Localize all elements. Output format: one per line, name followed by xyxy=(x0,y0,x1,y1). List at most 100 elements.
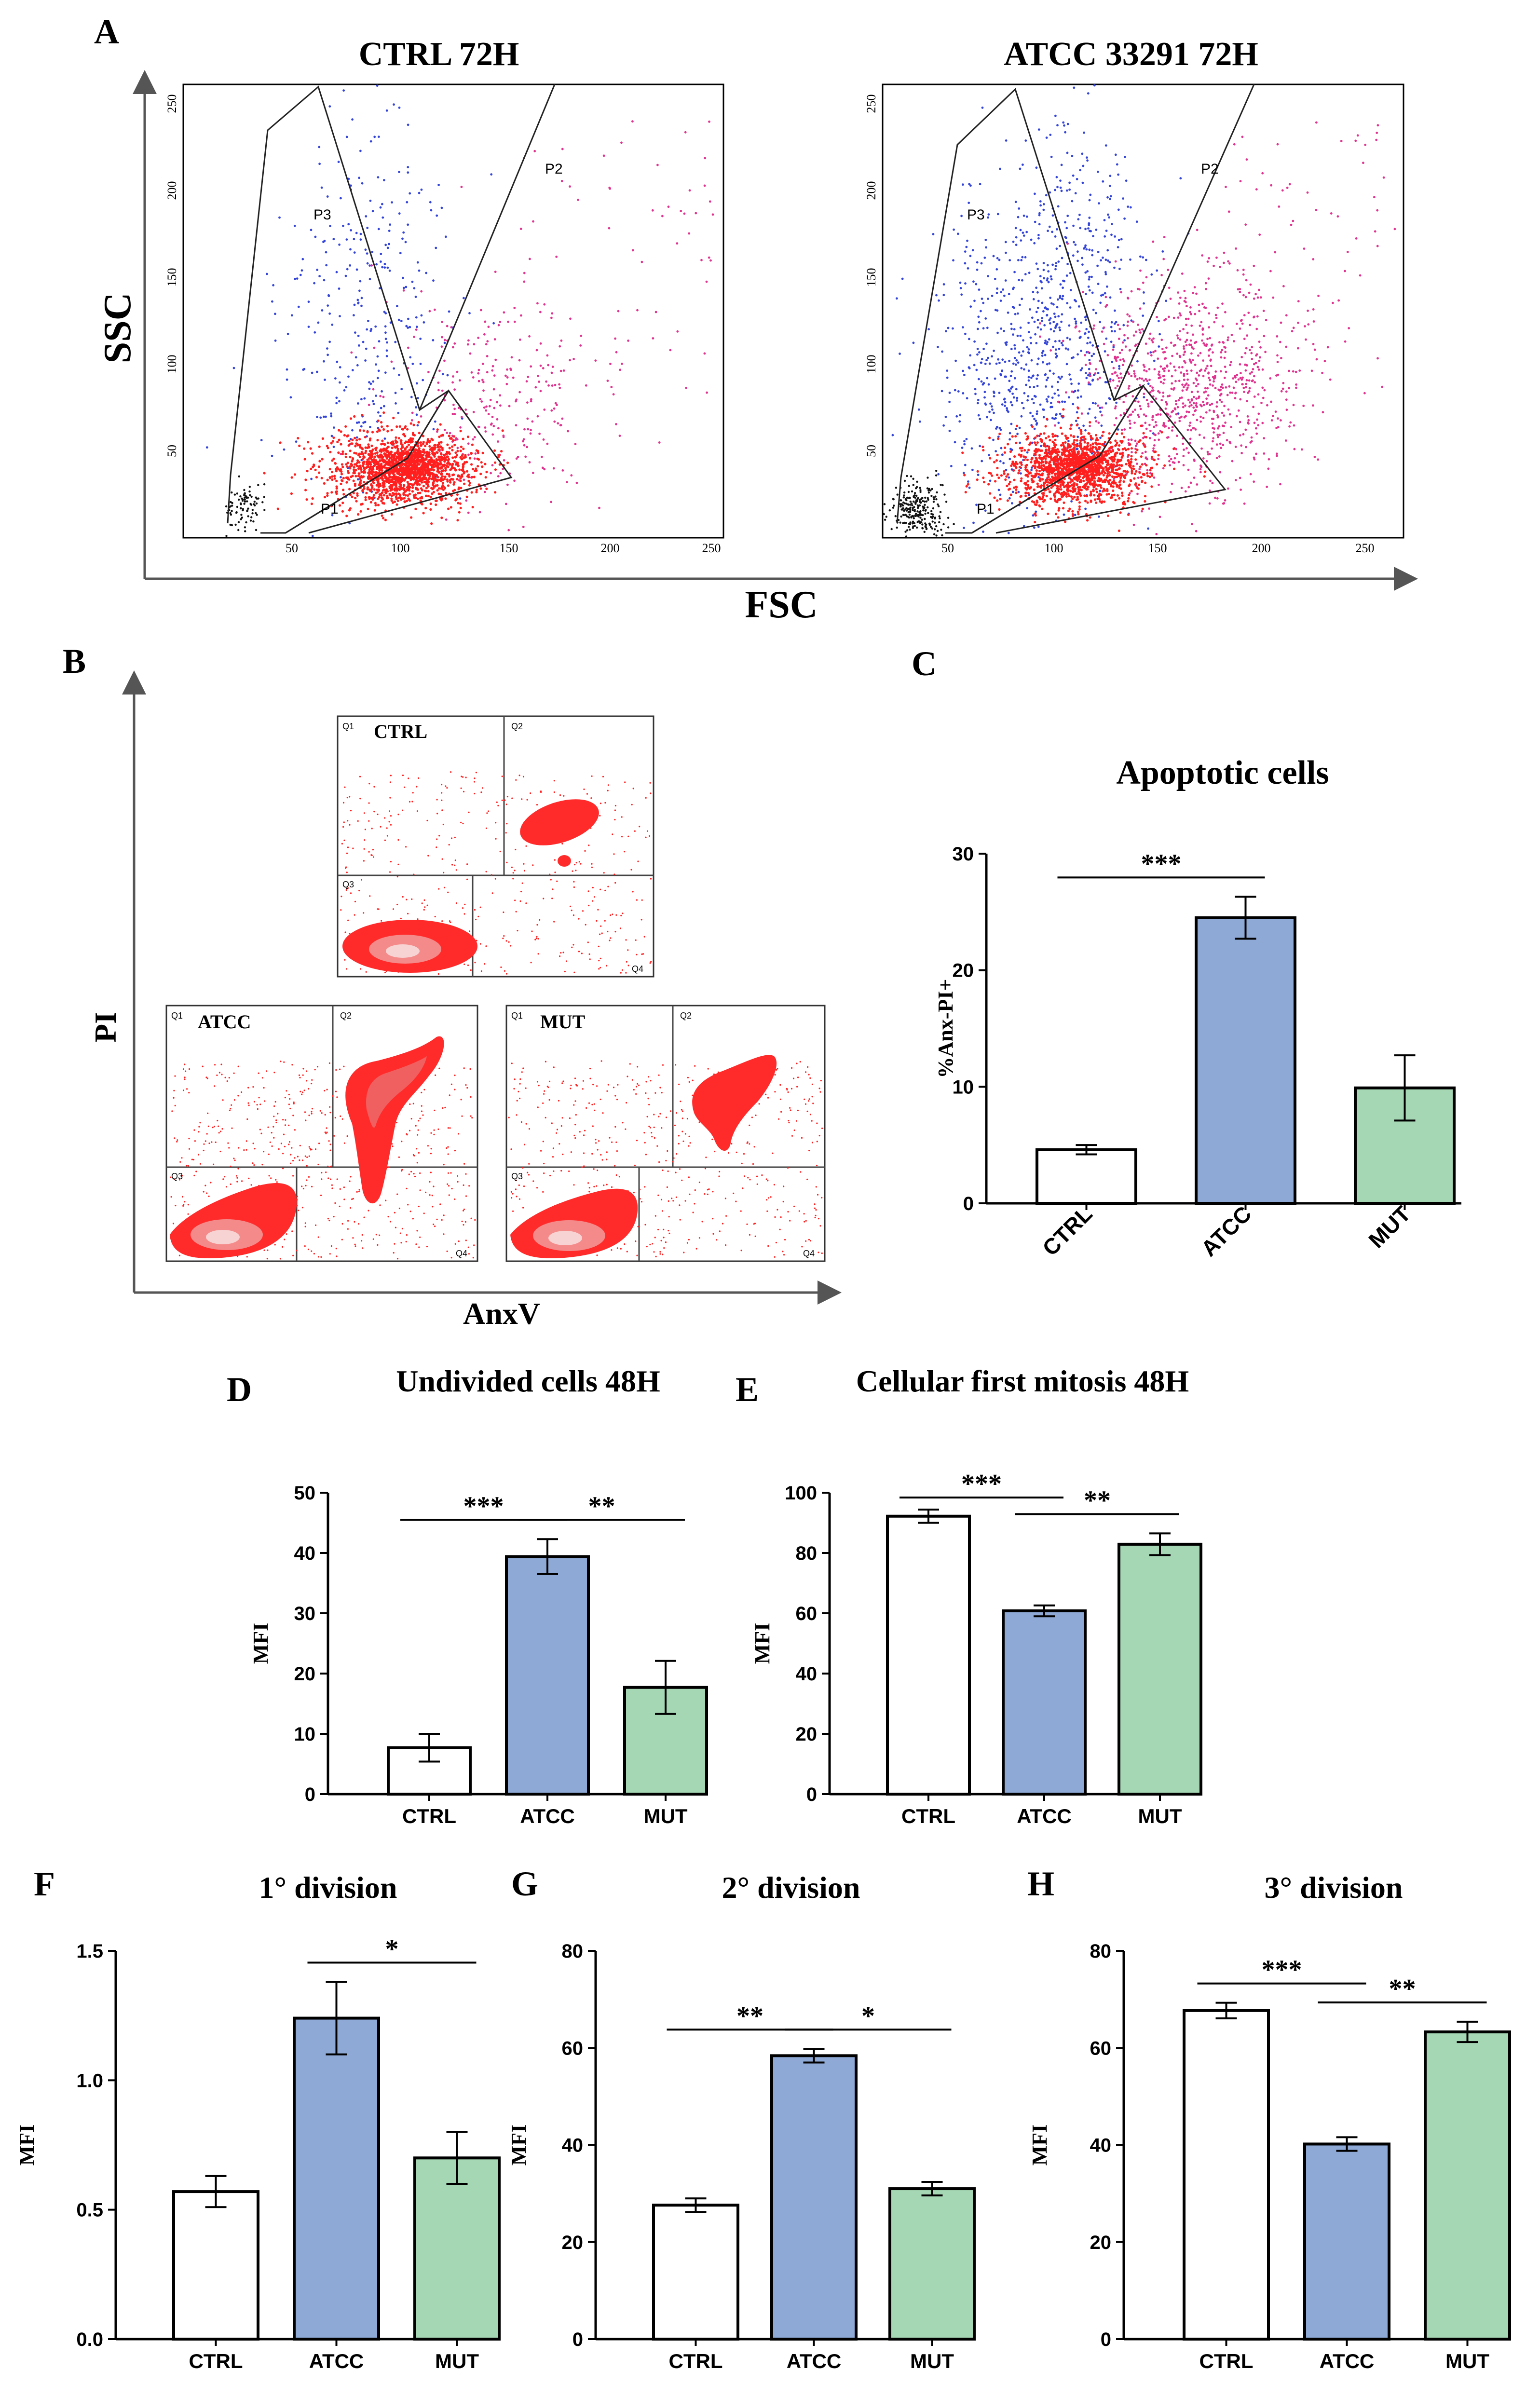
scatter-dot-p2 xyxy=(1176,435,1178,437)
scatter-dot-p2 xyxy=(485,343,488,346)
scatter-dot-p2 xyxy=(467,339,470,342)
scatter-dot-p2 xyxy=(1152,447,1155,450)
scatter-dot-p1 xyxy=(409,475,413,478)
scatter-dot-p3 xyxy=(948,392,951,394)
scatter-dot-p2 xyxy=(1253,264,1255,267)
scatter-dot-p3 xyxy=(1076,178,1078,180)
scatter-dot-p3 xyxy=(1104,259,1107,261)
scatter-dot-p3 xyxy=(1032,298,1035,300)
scatter-dot-p3 xyxy=(1056,124,1059,127)
scatter-dot-p2 xyxy=(507,529,510,531)
scatter-dot-p1 xyxy=(349,449,352,452)
scatter-dot-p3 xyxy=(935,294,938,297)
scatter-dot-p2 xyxy=(477,368,480,371)
scatter-dot-p2 xyxy=(1159,365,1162,368)
scatter-dot-p2 xyxy=(1166,365,1169,368)
scatter-dot-p2 xyxy=(507,320,509,323)
scatter-dot-p2 xyxy=(1209,359,1212,362)
scatter-dot-p2 xyxy=(1194,313,1197,315)
scatter-dot-p2 xyxy=(1167,436,1170,439)
scatter-dot-p2 xyxy=(1215,443,1218,446)
scatter-dot-p2 xyxy=(1201,254,1204,257)
scatter-dot-p2 xyxy=(372,388,375,391)
scatter-dot-p3 xyxy=(975,283,978,286)
scatter-dot-p3 xyxy=(1022,214,1025,217)
scatter-dot-p1 xyxy=(279,441,282,444)
scatter-dot-p3 xyxy=(985,246,987,249)
scatter-dot-p1 xyxy=(395,495,397,499)
scatter-dot-p3 xyxy=(1050,155,1053,158)
scatter-dot-p1 xyxy=(353,466,355,469)
scatter-dot-p3 xyxy=(1018,279,1021,282)
scatter-title-atcc: ATCC 33291 72H xyxy=(1004,36,1258,73)
scatter-dot-p3 xyxy=(324,379,326,381)
scatter-dot-p3 xyxy=(946,376,949,379)
scatter-dot-p3 xyxy=(1147,382,1150,385)
scatter-dot-debris xyxy=(242,498,244,501)
scatter-dot-p2 xyxy=(1169,464,1172,467)
scatter-dot-p2 xyxy=(1269,270,1272,272)
scatter-dot-p2 xyxy=(1199,464,1202,467)
scatter-dot-p2 xyxy=(1187,384,1190,387)
scatter-dot-p2 xyxy=(1221,349,1224,352)
scatter-dot-p2 xyxy=(1182,464,1185,466)
scatter-dot-p2 xyxy=(560,180,563,182)
scatter-dot-p2 xyxy=(1315,121,1318,124)
scatter-dot-p2 xyxy=(1187,486,1190,489)
scatter-dot-p2 xyxy=(1206,338,1209,340)
scatter-dot-p3 xyxy=(995,450,997,452)
scatter-dot-p1 xyxy=(312,465,314,469)
scatter-dot-p2 xyxy=(1095,368,1098,370)
scatter-dot-p2 xyxy=(1118,380,1121,383)
scatter-dot-p1 xyxy=(460,487,463,490)
scatter-dot-p3 xyxy=(440,206,443,209)
scatter-dot-p1 xyxy=(1023,458,1026,462)
scatter-dot-p3 xyxy=(1054,325,1057,328)
scatter-dot-p3 xyxy=(1046,363,1049,366)
scatter-dot-p2 xyxy=(1189,481,1192,484)
scatter-dot-p2 xyxy=(1183,449,1186,451)
scatter-dot-p1 xyxy=(359,482,362,485)
scatter-dot-p2 xyxy=(1183,300,1186,302)
scatter-dot-debris xyxy=(255,502,258,505)
scatter-dot-p1 xyxy=(465,495,468,498)
scatter-dot-p3 xyxy=(377,411,380,414)
scatter-dot-p3 xyxy=(345,136,348,138)
scatter-dot-p3 xyxy=(393,367,395,370)
scatter-dot-p3 xyxy=(1038,214,1041,217)
scatter-dot-p2 xyxy=(1157,390,1159,393)
scatter-dot-p3 xyxy=(1020,239,1022,242)
scatter-dot-p3 xyxy=(1125,179,1128,182)
scatter-dot-p2 xyxy=(547,364,550,367)
scatter-dot-p3 xyxy=(1018,351,1021,354)
scatter-dot-p2 xyxy=(1189,437,1192,440)
scatter-dot-p2 xyxy=(1156,316,1158,318)
scatter-dot-p2 xyxy=(1221,424,1224,427)
scatter-dot-p3 xyxy=(1127,205,1130,208)
scatter-dot-p2 xyxy=(1218,455,1221,458)
scatter-dot-p3 xyxy=(1028,386,1031,389)
scatter-dot-p2 xyxy=(1254,381,1256,384)
scatter-dot-p2 xyxy=(1161,348,1164,350)
scatter-dot-p3 xyxy=(1087,412,1090,415)
scatter-dot-p2 xyxy=(1211,343,1213,346)
scatter-dot-p1 xyxy=(326,445,328,448)
scatter-dot-p1 xyxy=(310,467,313,470)
scatter-dot-p2 xyxy=(1184,350,1186,353)
scatter-dot-p3 xyxy=(327,295,330,297)
scatter-dot-p3 xyxy=(1001,358,1004,361)
scatter-dot-p2 xyxy=(443,399,446,402)
scatter-dot-p3 xyxy=(960,293,963,296)
scatter-dot-p2 xyxy=(1084,364,1087,366)
scatter-dot-p1 xyxy=(371,431,374,434)
scatter-dot-p3 xyxy=(968,338,970,340)
scatter-dot-p2 xyxy=(1187,317,1190,320)
scatter-dot-p2 xyxy=(1123,428,1126,431)
scatter-dot-p1 xyxy=(390,497,393,500)
scatter-dot-p3 xyxy=(316,416,318,419)
scatter-dot-p1 xyxy=(1101,500,1104,503)
scatter-dot-p3 xyxy=(1074,244,1077,246)
scatter-dot-p2 xyxy=(1222,444,1225,447)
scatter-dot-p2 xyxy=(1117,324,1119,327)
scatter-dot-p2 xyxy=(1192,292,1195,294)
